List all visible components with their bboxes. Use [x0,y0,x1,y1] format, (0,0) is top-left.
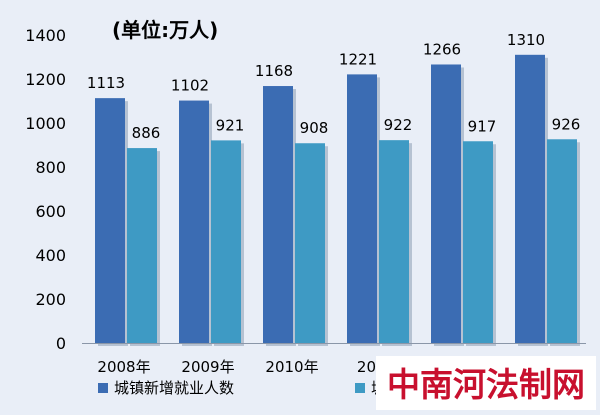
data-label: 926 [552,115,581,133]
bar [295,143,325,343]
watermark: 中南河法制网 [376,356,596,410]
y-tick-label: 200 [35,290,66,309]
x-tick-label: 2010年 [265,358,318,376]
bar [463,141,493,343]
data-label: 1102 [171,77,209,95]
bar [347,74,377,343]
unit-note: (单位:万人) [112,18,218,42]
y-tick-label: 1000 [25,114,66,133]
bar [211,140,241,343]
data-label: 921 [216,116,245,134]
bar [379,140,409,343]
y-axis: 0 200 400 600 800 1000 1200 1400 [25,26,66,353]
y-tick-label: 0 [56,334,66,353]
data-label: 917 [468,117,497,135]
data-label: 1113 [87,74,125,92]
bar [263,86,293,343]
legend-swatch [355,383,365,393]
bar [179,100,209,343]
bar [127,148,157,343]
bar [431,64,461,343]
data-label: 886 [132,124,161,142]
bar [547,139,577,343]
data-label: 1266 [423,40,461,58]
bar [515,54,545,344]
bars: 1113 1102 1168 1221 1266 1310 886 921 908 922 917 9… [87,31,581,347]
x-tick-label: 2008年 [97,358,150,376]
x-axis: 2008年2009年2010年2011 [82,343,586,376]
y-tick-label: 800 [35,158,66,177]
y-tick-label: 1400 [25,26,66,45]
y-tick-label: 600 [35,202,66,221]
data-label: 922 [384,116,413,134]
legend-swatch [98,383,108,393]
data-label: 1221 [339,50,377,68]
watermark-text: 中南河法制网 [387,365,585,404]
y-tick-label: 400 [35,246,66,265]
legend-label: 城镇新增就业人数 [114,379,234,397]
data-label: 1310 [507,31,545,49]
bar [95,98,125,343]
x-tick-label: 2009年 [181,358,234,376]
data-label: 1168 [255,62,293,80]
y-tick-label: 1200 [25,70,66,89]
data-label: 908 [300,119,329,137]
